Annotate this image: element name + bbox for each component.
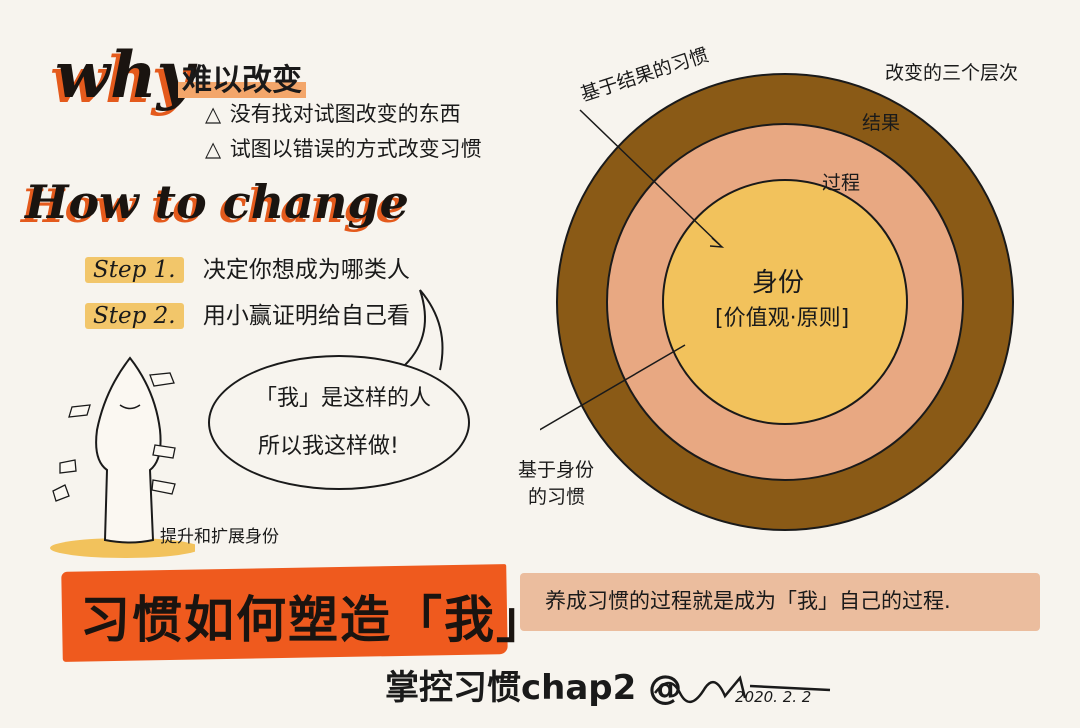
summary-strip <box>520 573 1040 631</box>
triangle-icon: △ <box>205 137 222 161</box>
footer-date: 2020. 2. 2 <box>735 688 812 706</box>
identity-arrow <box>540 344 686 431</box>
identity-label: 身份 <box>752 268 805 298</box>
step-text: 决定你想成为哪类人 <box>202 257 410 283</box>
how-heading: How to change <box>25 175 409 229</box>
identity-habit-label-2: 的习惯 <box>528 486 586 508</box>
summary-text: 养成习惯的过程就是成为「我」自己的过程. <box>545 589 951 613</box>
why-heading: why <box>55 38 194 113</box>
why-title: 难以改变 <box>178 55 306 99</box>
step-tag: Step 2. <box>85 303 184 329</box>
results-label: 结果 <box>862 112 901 134</box>
person-figure <box>50 356 195 558</box>
signature <box>654 675 831 703</box>
why-bullet: △ 没有找对试图改变的东西 <box>205 102 461 126</box>
bubble-line-1: 「我」是这样的人 <box>255 386 432 411</box>
banner-title: 习惯如何塑造「我」 <box>80 591 548 649</box>
outcome-arrow <box>579 109 721 246</box>
process-label: 过程 <box>822 172 861 194</box>
footer-title: 掌控习惯chap2 @ <box>385 668 683 708</box>
why-bullet: △ 试图以错误的方式改变习惯 <box>205 137 482 161</box>
speech-bubble-tail <box>404 289 444 371</box>
figure-caption: 提升和扩展身份 <box>160 527 279 547</box>
values-principles-label: [价值观·原则] <box>715 306 850 331</box>
bubble-line-2: 所以我这样做! <box>258 434 399 459</box>
step-1: Step 1. 决定你想成为哪类人 <box>85 250 410 284</box>
layers-title: 改变的三个层次 <box>885 62 1019 84</box>
step-tag: Step 1. <box>85 257 184 283</box>
identity-habit-label: 基于身份 <box>518 459 595 481</box>
concentric-layers-diagram <box>540 73 1014 531</box>
speech-bubble <box>208 355 470 490</box>
step-text: 用小赢证明给自己看 <box>202 303 410 329</box>
triangle-icon: △ <box>205 102 222 126</box>
core-identity <box>662 179 908 425</box>
step-2: Step 2. 用小赢证明给自己看 <box>85 296 410 330</box>
